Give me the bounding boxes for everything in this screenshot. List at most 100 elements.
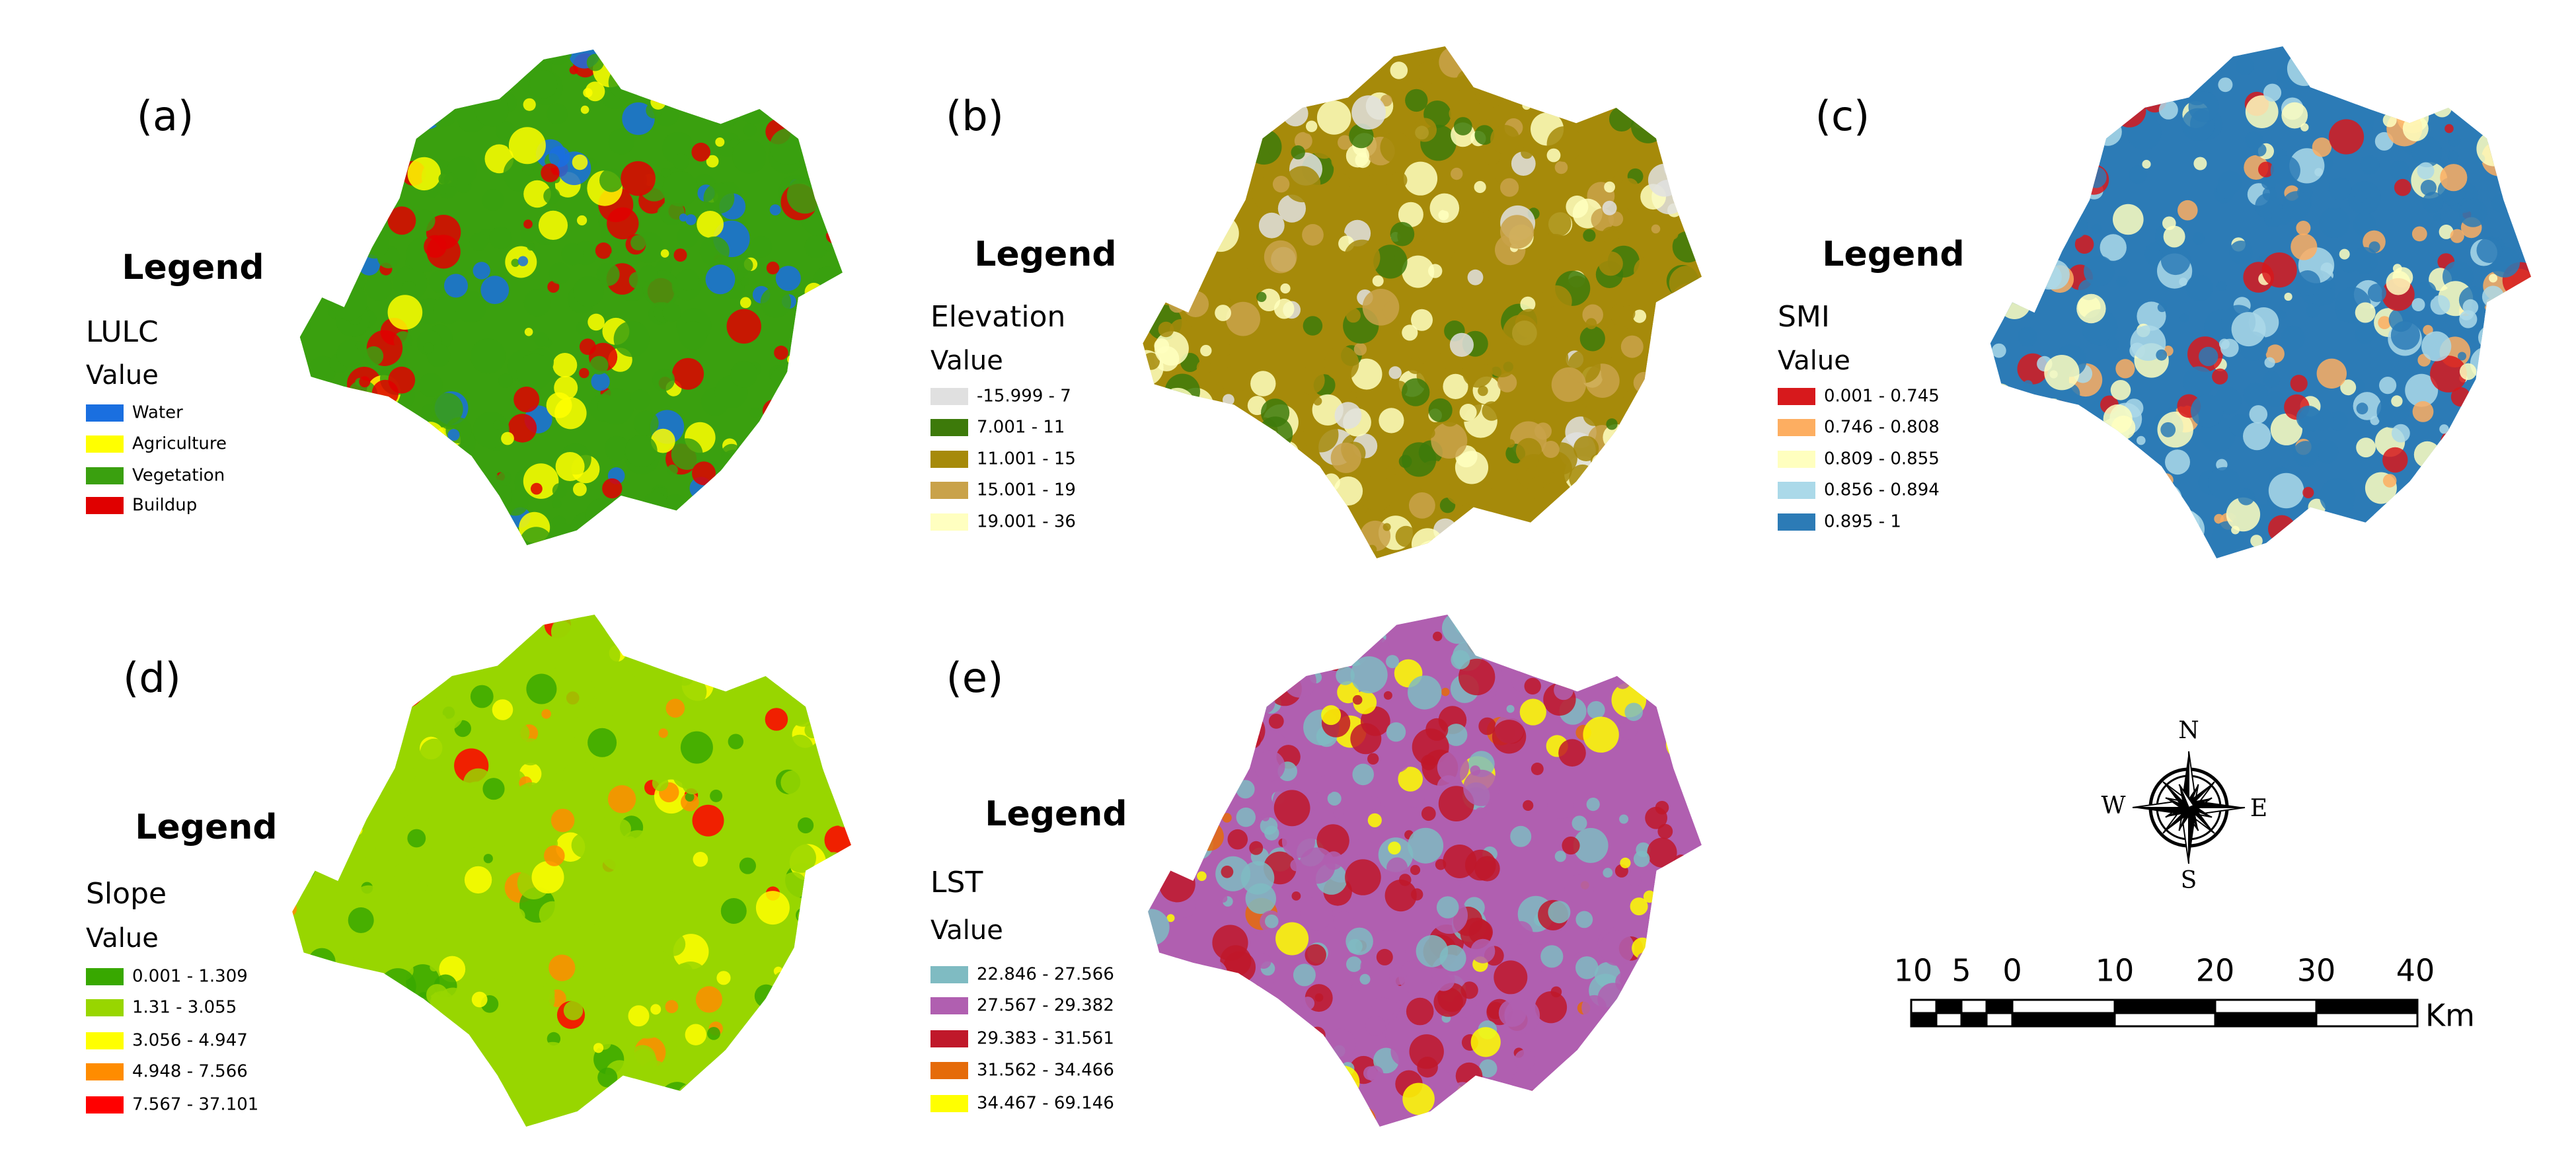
map-speckle [1433, 631, 1443, 642]
map-speckle [1169, 1045, 1181, 1057]
map-speckle [2160, 473, 2174, 487]
map-speckle [1195, 1066, 1223, 1094]
map-speckle [335, 1022, 361, 1049]
map-speckle [1176, 1012, 1206, 1042]
map-speckle [330, 174, 364, 207]
map-speckle [2258, 161, 2274, 178]
map-speckle [686, 53, 705, 72]
map-speckle [786, 843, 816, 873]
map-speckle [1306, 120, 1318, 132]
map-speckle [517, 256, 529, 266]
map-speckle [2094, 84, 2107, 96]
map-speckle [1148, 775, 1174, 812]
map-speckle [1305, 944, 1326, 966]
map-speckle [1301, 393, 1310, 403]
map-speckle [307, 420, 321, 434]
map-speckle [2328, 119, 2365, 155]
map-speckle [329, 519, 361, 545]
map-speckle [2503, 462, 2520, 480]
map-speckle [2365, 75, 2382, 93]
map-speckle [482, 778, 505, 800]
map-speckle [519, 527, 553, 545]
map-speckle [1164, 392, 1189, 417]
map-speckle [660, 1082, 695, 1116]
map-speckle [1598, 1077, 1610, 1090]
map-speckle [1264, 1110, 1292, 1127]
map-speckle [333, 891, 346, 905]
map-speckle [1192, 701, 1229, 737]
map-speckle [1475, 79, 1505, 108]
map-speckle [607, 207, 639, 240]
map-speckle [2302, 486, 2314, 499]
map-speckle [1655, 480, 1671, 496]
map-speckle [693, 615, 712, 629]
map-speckle [529, 1108, 546, 1125]
map-speckle [1506, 439, 1515, 448]
map-speckle [461, 1057, 487, 1083]
map-speckle [2506, 504, 2516, 513]
map-speckle [667, 638, 697, 668]
map-speckle [482, 189, 504, 211]
scale-segment [1935, 999, 1963, 1014]
map-speckle [2156, 349, 2168, 361]
scale-label: 10 [1894, 953, 1933, 989]
map-speckle [1433, 518, 1457, 543]
map-speckle [552, 353, 578, 377]
map-speckle [1350, 723, 1382, 755]
map-speckle [1161, 1026, 1197, 1061]
map-speckle [1386, 857, 1408, 879]
map-speckle [423, 342, 434, 354]
map-speckle [2179, 313, 2189, 323]
map-speckle [1398, 455, 1412, 469]
map-speckle [761, 1110, 787, 1127]
legend-item-label: Water [132, 403, 183, 423]
map-speckle [679, 213, 688, 222]
legend-item-label: 4.948 - 7.566 [132, 1062, 248, 1082]
map-speckle [1182, 120, 1198, 137]
legend-item-label: 29.383 - 31.561 [977, 1029, 1114, 1049]
map-speckle [1614, 1024, 1640, 1049]
map-speckle [769, 128, 807, 165]
map-speckle [1266, 529, 1291, 554]
compass-point [2189, 802, 2213, 817]
scale-segment [1910, 1012, 1938, 1028]
map-speckle [1236, 1013, 1247, 1024]
map-speckle [418, 373, 443, 397]
map-speckle [1158, 400, 1171, 413]
map-speckle [2445, 527, 2466, 548]
map-speckle [2355, 302, 2376, 323]
map-speckle [705, 264, 736, 295]
map-speckle [1624, 702, 1643, 722]
map-speckle [1158, 866, 1195, 903]
map-speckle [1573, 644, 1604, 674]
map-speckle [1507, 553, 1518, 558]
map-speckle [738, 258, 753, 273]
map-speckle [1333, 911, 1355, 933]
map-speckle [292, 700, 305, 725]
map-speckle [1235, 529, 1258, 552]
map-speckle [1442, 615, 1474, 644]
map-speckle [1314, 993, 1324, 1002]
map-speckle [808, 500, 843, 535]
compass-point [2133, 808, 2189, 815]
map-speckle [844, 916, 851, 928]
map-speckle [508, 722, 530, 744]
map-speckle [1324, 851, 1343, 870]
map-speckle [755, 491, 784, 519]
map-speckle [1157, 46, 1172, 56]
map-speckle [2216, 180, 2235, 199]
map-speckle [539, 901, 566, 928]
map-speckle [1411, 528, 1444, 558]
map-speckle [2040, 260, 2070, 290]
map-speckle [1609, 106, 1634, 132]
map-speckle [1256, 953, 1271, 969]
map-speckle [1163, 269, 1198, 304]
map-speckle [1177, 218, 1188, 229]
map-speckle [373, 621, 403, 651]
map-speckle [1580, 1098, 1590, 1108]
map-speckle [319, 108, 337, 126]
map-speckle [1506, 704, 1515, 713]
map-speckle [2351, 246, 2378, 274]
map-speckle [2390, 321, 2420, 350]
